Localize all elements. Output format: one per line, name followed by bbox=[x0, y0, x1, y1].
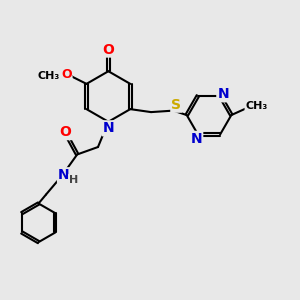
Text: N: N bbox=[58, 168, 70, 182]
Text: N: N bbox=[103, 121, 114, 135]
Text: N: N bbox=[190, 132, 202, 146]
Text: O: O bbox=[59, 125, 71, 139]
Text: S: S bbox=[171, 98, 181, 112]
Text: O: O bbox=[61, 68, 72, 82]
Text: H: H bbox=[69, 175, 78, 185]
Text: N: N bbox=[217, 87, 229, 101]
Text: CH₃: CH₃ bbox=[38, 71, 60, 81]
Text: CH₃: CH₃ bbox=[245, 101, 268, 111]
Text: O: O bbox=[103, 43, 114, 56]
